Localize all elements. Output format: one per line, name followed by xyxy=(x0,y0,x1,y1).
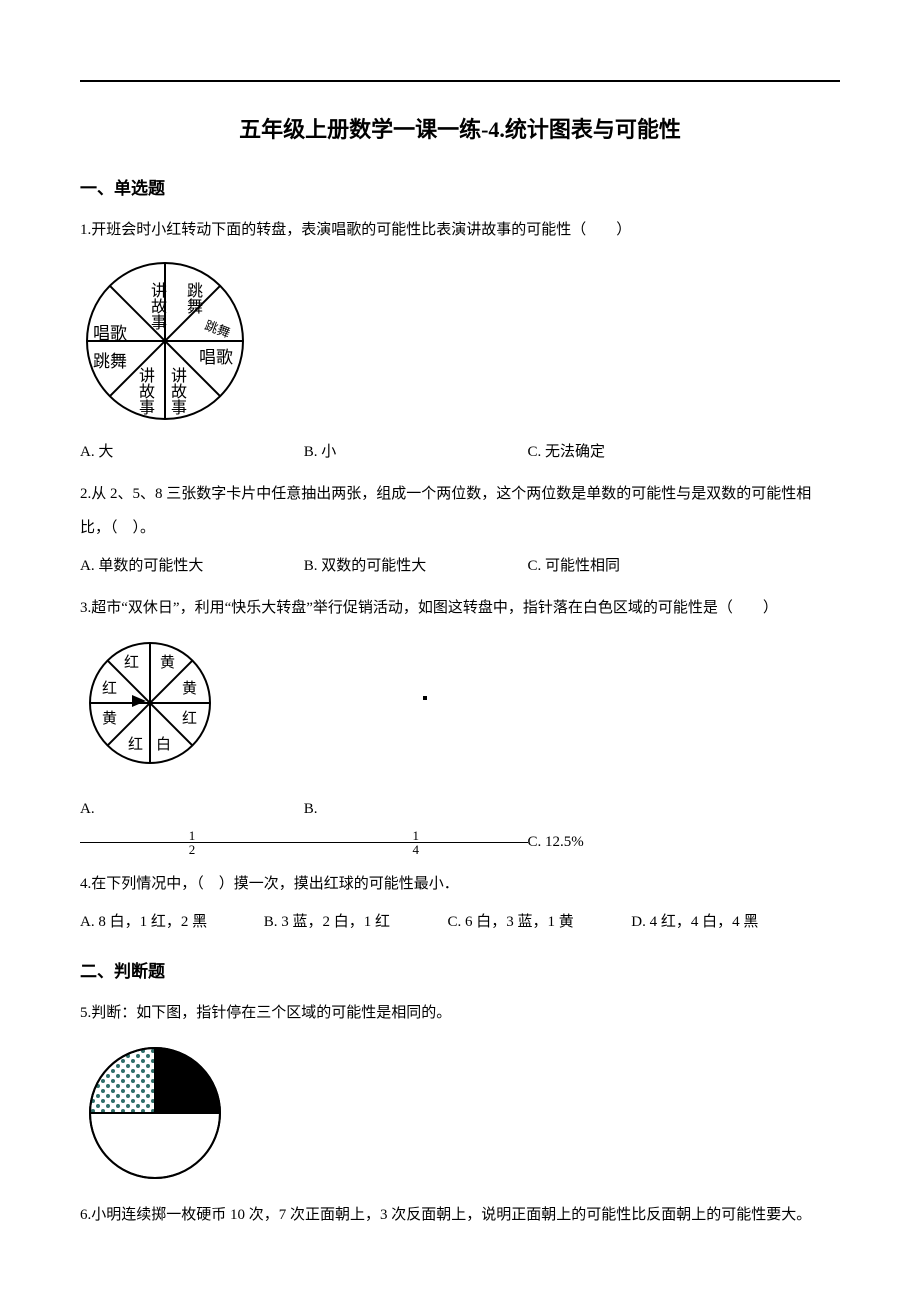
marker-dot-icon xyxy=(423,696,427,700)
q2-optB: B. 双数的可能性大 xyxy=(304,550,524,583)
q1-s0: 讲故事 xyxy=(151,282,167,332)
q1-optB: B. 小 xyxy=(304,436,524,469)
q4-options: A. 8 白，1 红，2 黑 B. 3 蓝，2 白，1 红 C. 6 白，3 蓝… xyxy=(80,906,840,939)
q3-s6: 红 xyxy=(102,680,117,697)
q3-s3: 白 xyxy=(156,736,171,753)
q3-fracA: 12 xyxy=(80,829,300,856)
q2-text: 2.从 2、5、8 三张数字卡片中任意抽出两张，组成一个两位数，这个两位数是单数… xyxy=(80,477,840,546)
q1-optA: A. 大 xyxy=(80,436,300,469)
top-rule xyxy=(80,80,840,82)
q3-optB: B. 14 xyxy=(304,793,524,859)
q3-s2: 红 xyxy=(182,710,197,727)
q3-spinner: 黄 黄 红 白 红 黄 红 红 xyxy=(80,633,840,783)
q4-text: 4.在下列情况中，（ ）摸一次，摸出红球的可能性最小． xyxy=(80,867,840,902)
q1-options: A. 大 B. 小 C. 无法确定 xyxy=(80,436,840,469)
q1-s3: 唱歌 xyxy=(199,348,233,367)
q3-s5: 黄 xyxy=(102,710,117,727)
q3-fracB: 14 xyxy=(304,829,524,856)
q3-s0: 黄 xyxy=(160,654,175,671)
q3-s7: 红 xyxy=(124,654,139,671)
q5-text: 5.判断：如下图，指针停在三个区域的可能性是相同的。 xyxy=(80,996,840,1031)
q2-options: A. 单数的可能性大 B. 双数的可能性大 C. 可能性相同 xyxy=(80,550,840,583)
q3-s1: 黄 xyxy=(182,680,197,697)
q1-s6: 唱歌 xyxy=(93,324,127,343)
q3-optA: A. 12 xyxy=(80,793,300,859)
section1-header: 一、单选题 xyxy=(80,174,840,199)
q4-optD: D. 4 红，4 白，4 黑 xyxy=(631,906,811,939)
q1-text: 1.开班会时小红转动下面的转盘，表演唱歌的可能性比表演讲故事的可能性（ ） xyxy=(80,213,840,248)
q1-s5: 讲故事 xyxy=(139,367,155,417)
q5-region-white xyxy=(90,1113,220,1178)
q1-s7: 跳舞 xyxy=(93,352,127,371)
page: 五年级上册数学一课一练-4.统计图表与可能性 一、单选题 1.开班会时小红转动下… xyxy=(0,0,920,1302)
q1-spinner: 讲故事 跳舞 跳舞 唱歌 讲故事 讲故事 唱歌 跳舞 xyxy=(80,256,840,426)
q3-text: 3.超市“双休日”，利用“快乐大转盘”举行促销活动，如图这转盘中，指针落在白色区… xyxy=(80,591,840,626)
q2-optC: C. 可能性相同 xyxy=(528,550,748,583)
q3-s4: 红 xyxy=(128,736,143,753)
q3-options: A. 12 B. 14 C. 12.5% xyxy=(80,793,840,859)
q3-optC: C. 12.5% xyxy=(528,826,748,859)
section2-header: 二、判断题 xyxy=(80,957,840,982)
q1-s1: 跳舞 xyxy=(187,282,203,316)
q1-s4: 讲故事 xyxy=(171,367,187,417)
q4-optA: A. 8 白，1 红，2 黑 xyxy=(80,906,260,939)
q5-pie xyxy=(80,1038,840,1188)
q6-text: 6.小明连续掷一枚硬币 10 次，7 次正面朝上，3 次反面朝上，说明正面朝上的… xyxy=(80,1198,840,1233)
doc-title: 五年级上册数学一课一练-4.统计图表与可能性 xyxy=(80,112,840,144)
q4-optB: B. 3 蓝，2 白，1 红 xyxy=(264,906,444,939)
q4-optC: C. 6 白，3 蓝，1 黄 xyxy=(448,906,628,939)
q2-optA: A. 单数的可能性大 xyxy=(80,550,300,583)
q1-optC: C. 无法确定 xyxy=(528,436,748,469)
